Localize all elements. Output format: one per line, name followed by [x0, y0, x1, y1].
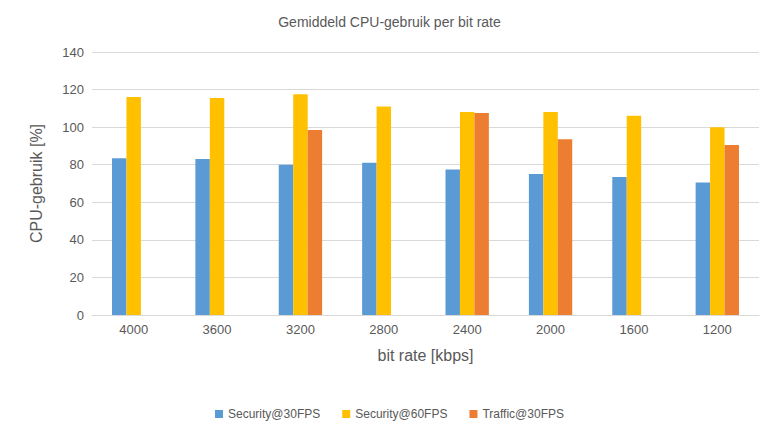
svg-text:2400: 2400 [453, 322, 482, 337]
svg-text:0: 0 [77, 308, 84, 323]
svg-text:100: 100 [62, 120, 84, 135]
svg-text:80: 80 [70, 157, 84, 172]
svg-text:Security@60FPS: Security@60FPS [355, 407, 447, 421]
svg-text:2800: 2800 [369, 322, 398, 337]
svg-text:20: 20 [70, 270, 84, 285]
svg-text:120: 120 [62, 82, 84, 97]
svg-text:140: 140 [62, 45, 84, 60]
svg-text:Traffic@30FPS: Traffic@30FPS [482, 407, 564, 421]
svg-text:Security@30FPS: Security@30FPS [228, 407, 320, 421]
svg-text:40: 40 [70, 232, 84, 247]
svg-text:60: 60 [70, 195, 84, 210]
svg-text:3200: 3200 [286, 322, 315, 337]
svg-text:2000: 2000 [536, 322, 565, 337]
svg-text:1600: 1600 [619, 322, 648, 337]
svg-text:4000: 4000 [119, 322, 148, 337]
svg-text:1200: 1200 [703, 322, 732, 337]
svg-text:Gemiddeld CPU-gebruik per bit: Gemiddeld CPU-gebruik per bit rate [278, 14, 501, 30]
svg-text:CPU-gebruik [%]: CPU-gebruik [%] [28, 124, 45, 243]
svg-text:3600: 3600 [203, 322, 232, 337]
svg-text:bit rate [kbps]: bit rate [kbps] [377, 347, 473, 364]
